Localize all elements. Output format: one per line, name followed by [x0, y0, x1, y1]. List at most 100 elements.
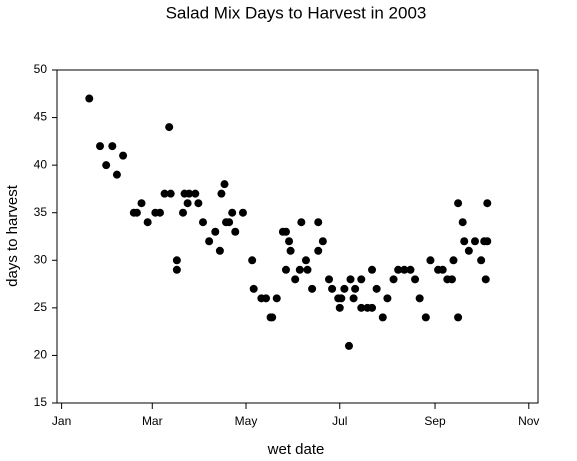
- point: [183, 199, 192, 208]
- point: [447, 275, 456, 284]
- point: [286, 246, 295, 255]
- point: [261, 294, 270, 303]
- point: [318, 237, 327, 246]
- point: [143, 218, 152, 227]
- point: [344, 341, 353, 350]
- point: [378, 313, 387, 322]
- point: [272, 294, 281, 303]
- point: [281, 227, 290, 236]
- point: [291, 275, 300, 284]
- point: [215, 246, 224, 255]
- point: [231, 227, 240, 236]
- point: [394, 265, 403, 274]
- point: [372, 284, 381, 293]
- point: [249, 284, 258, 293]
- y-tick-label: 50: [34, 62, 48, 76]
- point: [368, 303, 377, 312]
- point: [400, 265, 409, 274]
- point: [328, 284, 337, 293]
- point: [132, 208, 141, 217]
- point: [303, 265, 312, 274]
- x-tick-label: Nov: [518, 414, 539, 428]
- y-tick-label: 40: [34, 157, 48, 171]
- point: [335, 303, 344, 312]
- point: [325, 275, 334, 284]
- point: [349, 294, 358, 303]
- point: [281, 265, 290, 274]
- point: [477, 256, 486, 265]
- point: [85, 94, 94, 103]
- point: [217, 189, 226, 198]
- x-tick-label: Jul: [332, 414, 347, 428]
- point: [179, 208, 188, 217]
- point: [351, 284, 360, 293]
- point: [160, 189, 169, 198]
- point: [295, 265, 304, 274]
- chart-title: Salad Mix Days to Harvest in 2003: [166, 3, 427, 22]
- y-tick-label: 35: [34, 205, 48, 219]
- point: [194, 199, 203, 208]
- x-axis-title: wet date: [267, 441, 325, 458]
- point: [357, 275, 366, 284]
- point: [383, 294, 392, 303]
- point: [96, 142, 105, 151]
- point: [481, 275, 490, 284]
- point: [483, 199, 492, 208]
- point: [389, 275, 398, 284]
- point: [454, 199, 463, 208]
- point: [357, 303, 366, 312]
- y-tick-label: 45: [34, 110, 48, 124]
- point: [248, 256, 257, 265]
- point: [268, 313, 277, 322]
- point: [137, 199, 146, 208]
- point: [301, 256, 310, 265]
- point: [112, 170, 121, 179]
- point: [191, 189, 200, 198]
- x-tick-label: Jan: [52, 414, 71, 428]
- y-tick-label: 30: [34, 252, 48, 266]
- point: [297, 218, 306, 227]
- point: [185, 189, 194, 198]
- x-tick-label: Mar: [142, 414, 163, 428]
- point: [415, 294, 424, 303]
- point: [220, 180, 229, 189]
- point: [238, 208, 247, 217]
- point: [314, 218, 323, 227]
- point: [458, 218, 467, 227]
- point: [228, 208, 237, 217]
- point: [102, 161, 111, 170]
- point: [337, 294, 346, 303]
- point: [464, 246, 473, 255]
- point: [211, 227, 220, 236]
- y-axis-title: days to harvest: [4, 184, 21, 287]
- point: [165, 123, 174, 132]
- point: [346, 275, 355, 284]
- point: [119, 151, 128, 160]
- point: [172, 265, 181, 274]
- point: [340, 284, 349, 293]
- point: [314, 246, 323, 255]
- x-tick-label: May: [235, 414, 258, 428]
- point: [155, 208, 164, 217]
- point: [406, 265, 415, 274]
- point: [483, 237, 492, 246]
- point: [411, 275, 420, 284]
- point: [368, 265, 377, 274]
- point: [166, 189, 175, 198]
- point: [285, 237, 294, 246]
- point: [172, 256, 181, 265]
- point: [426, 256, 435, 265]
- point: [460, 237, 469, 246]
- point: [449, 256, 458, 265]
- point: [438, 265, 447, 274]
- point: [225, 218, 234, 227]
- y-tick-label: 25: [34, 300, 48, 314]
- plot-frame: [56, 69, 539, 404]
- x-tick-label: Sep: [424, 414, 446, 428]
- y-tick-label: 20: [34, 348, 48, 362]
- y-tick-label: 15: [34, 395, 48, 409]
- point: [108, 142, 117, 151]
- point: [198, 218, 207, 227]
- point: [454, 313, 463, 322]
